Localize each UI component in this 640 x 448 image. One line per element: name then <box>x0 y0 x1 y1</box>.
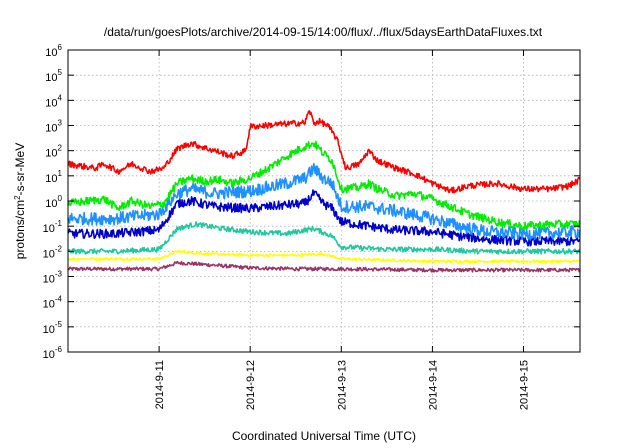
y-tick-label: 105 <box>45 68 62 84</box>
series-line <box>67 189 581 247</box>
y-axis-label-base: protons/cm <box>13 200 27 259</box>
y-tick-label-exp: 2 <box>58 144 63 153</box>
y-tick-label: 10-4 <box>43 295 63 311</box>
y-tick-label: 10-2 <box>43 244 63 260</box>
y-tick-label-base: 10 <box>43 274 55 286</box>
x-tick-label: 2014-9-12 <box>245 360 257 410</box>
series-group <box>67 110 581 273</box>
y-tick-label: 10-3 <box>43 270 63 286</box>
y-tick-label-base: 10 <box>45 72 57 84</box>
x-tick-labels: 2014-9-11 2014-9-12 2014-9-13 2014-9-14 2014… <box>154 360 530 410</box>
y-tick-label-exp: -2 <box>55 244 63 253</box>
y-tick-label-base: 10 <box>45 47 57 59</box>
x-tick-label: 2014-9-11 <box>154 360 166 409</box>
chart-title: /data/run/goesPlots/archive/2014-09-15/1… <box>104 25 543 39</box>
series-line <box>67 110 581 194</box>
y-tick-label-exp: -4 <box>55 295 63 304</box>
y-tick-label-exp: 6 <box>58 43 63 52</box>
y-tick-label: 10-5 <box>43 320 63 336</box>
y-tick-label: 101 <box>45 169 62 185</box>
y-tick-label-base: 10 <box>45 173 57 185</box>
y-axis-label: protons/cm2-s-sr-MeV <box>13 143 28 259</box>
series-line <box>67 221 581 255</box>
y-tick-label-base: 10 <box>45 97 57 109</box>
y-tick-label-base: 10 <box>45 123 57 135</box>
y-tick-label-exp: 4 <box>58 93 63 102</box>
y-tick-label-base: 10 <box>43 248 55 260</box>
y-tick-label: 106 <box>45 43 62 59</box>
y-tick-label-exp: 0 <box>58 194 63 203</box>
y-tick-label: 102 <box>45 144 62 160</box>
y-tick-label-exp: 3 <box>58 119 63 128</box>
y-tick-label: 103 <box>45 119 62 135</box>
y-tick-label-exp: 5 <box>58 68 63 77</box>
y-tick-label-base: 10 <box>45 198 57 210</box>
y-tick-label-base: 10 <box>43 223 55 235</box>
y-tick-label: 104 <box>45 93 62 109</box>
y-tick-label-exp: -5 <box>55 320 63 329</box>
y-tick-label-base: 10 <box>43 299 55 311</box>
y-tick-labels: 10610510410310210110010-110-210-310-410-… <box>43 43 63 361</box>
y-tick-label: 10-6 <box>43 345 63 361</box>
x-axis-label: Coordinated Universal Time (UTC) <box>232 429 416 443</box>
y-tick-label-exp: -1 <box>55 219 63 228</box>
y-tick-label: 100 <box>45 194 62 210</box>
y-tick-label-exp: 1 <box>58 169 63 178</box>
series-line <box>67 250 581 264</box>
series-line <box>67 162 581 241</box>
y-tick-label-base: 10 <box>43 349 55 361</box>
y-tick-label-exp: -3 <box>55 270 63 279</box>
y-tick-label-base: 10 <box>45 148 57 160</box>
ticks <box>68 49 580 353</box>
x-tick-label: 2014-9-14 <box>427 360 439 410</box>
y-tick-label-exp: -6 <box>55 345 63 354</box>
y-tick-label: 10-1 <box>43 219 63 235</box>
series-line <box>67 260 581 273</box>
series-line <box>67 140 581 231</box>
y-tick-label-base: 10 <box>43 324 55 336</box>
x-tick-label: 2014-9-13 <box>336 360 348 410</box>
y-axis-label-tail: -s-sr-MeV <box>13 143 27 196</box>
y-axis-label-sup: 2 <box>13 195 22 200</box>
x-tick-label: 2014-9-15 <box>519 360 531 410</box>
